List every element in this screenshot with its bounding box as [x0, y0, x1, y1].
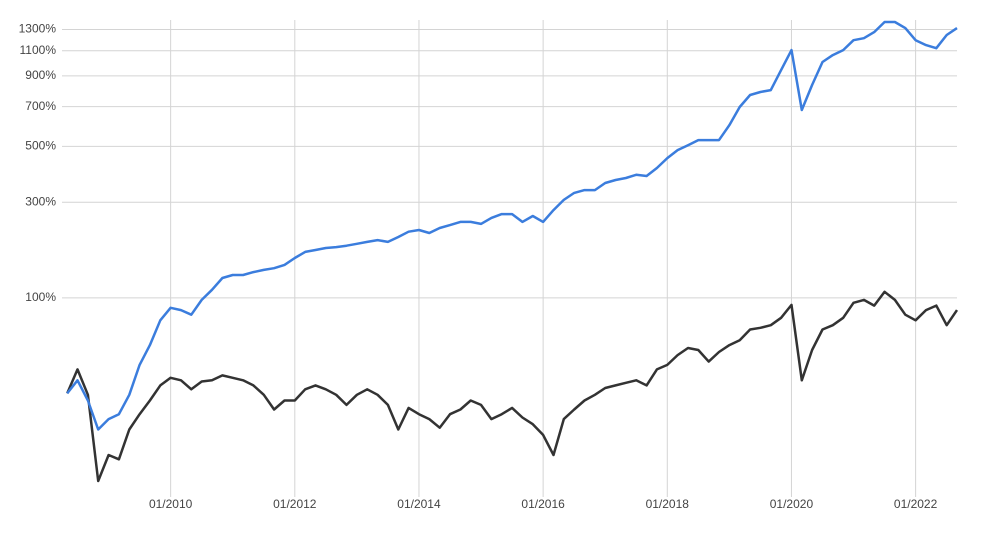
x-tick-label: 01/2016 [521, 497, 565, 511]
x-tick-label: 01/2018 [646, 497, 690, 511]
x-tick-label: 01/2022 [894, 497, 938, 511]
series-line [66, 20, 958, 431]
x-tick-label: 01/2014 [397, 497, 441, 511]
y-tick-label: 300% [25, 194, 56, 208]
x-tick-label: 01/2020 [770, 497, 814, 511]
y-tick-label: 1300% [19, 22, 57, 36]
y-tick-label: 500% [25, 139, 56, 153]
y-tick-label: 700% [25, 99, 56, 113]
y-tick-label: 100% [25, 290, 56, 304]
x-tick-label: 01/2010 [149, 497, 193, 511]
x-tick-label: 01/2012 [273, 497, 317, 511]
y-tick-label: 1100% [20, 43, 57, 57]
y-tick-label: 900% [25, 68, 56, 82]
series-line [66, 290, 959, 483]
